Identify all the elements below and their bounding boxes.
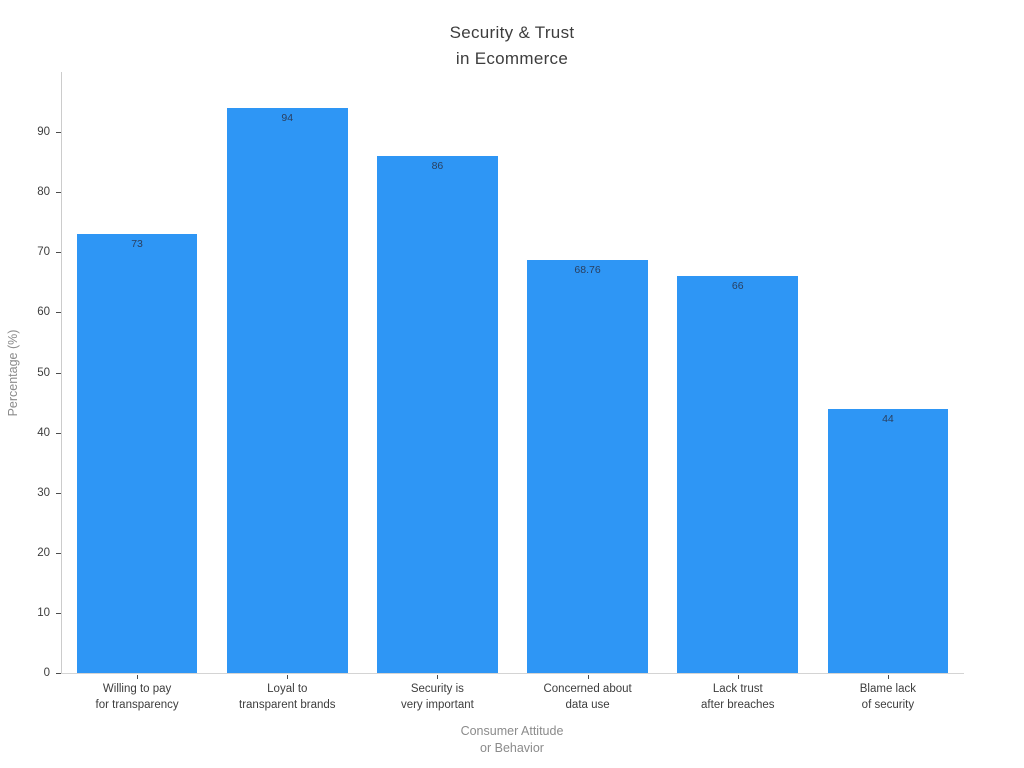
x-tick-label-line-1: Blame lack <box>859 683 917 695</box>
x-tick <box>137 675 139 679</box>
y-tick-label: 0 <box>43 667 50 679</box>
x-tick-label: Willing to pay for transparency <box>47 681 227 713</box>
x-tick-label-line-1: Security is <box>410 683 464 695</box>
x-tick-label: Security is very important <box>347 681 527 713</box>
x-axis-title: Consumer Attitude or Behavior <box>0 723 1024 757</box>
bar-value-label: 86 <box>431 160 444 173</box>
bar-value-label: 68.76 <box>574 263 601 276</box>
bar[interactable]: 44 <box>827 408 949 673</box>
y-tick <box>56 432 61 434</box>
y-tick-label: 60 <box>37 306 50 319</box>
x-axis-line <box>61 673 964 674</box>
y-tick <box>56 372 61 374</box>
x-tick <box>737 675 739 679</box>
x-tick-label-line-2: for transparency <box>95 699 179 711</box>
x-tick-label-line-1: Loyal to <box>267 683 308 695</box>
y-tick-label: 10 <box>37 606 50 619</box>
y-tick-label: 50 <box>37 366 50 379</box>
bar-value-label: 94 <box>281 112 294 125</box>
y-tick-label: 30 <box>37 486 50 499</box>
chart-title-line-1: Security & Trust <box>449 23 575 42</box>
x-tick <box>437 675 439 679</box>
x-tick-label-line-1: Willing to pay <box>102 683 172 695</box>
x-tick-label-line-2: transparent brands <box>239 699 336 711</box>
x-tick-label: Blame lack of security <box>798 681 978 713</box>
x-tick-label-line-2: very important <box>400 699 474 711</box>
y-tick <box>56 132 61 134</box>
y-tick <box>56 312 61 314</box>
x-axis-title-line-2: or Behavior <box>480 741 544 755</box>
y-tick-label: 70 <box>37 246 50 259</box>
chart-title: Security & Trust in Ecommerce <box>0 20 1024 72</box>
x-tick-label-line-2: data use <box>565 699 610 711</box>
y-tick-label: 90 <box>37 126 50 139</box>
x-tick-label: Concerned about data use <box>498 681 678 713</box>
x-tick-label-line-2: of security <box>861 699 915 711</box>
chart-title-line-2: in Ecommerce <box>455 49 569 68</box>
x-tick-label-line-2: after breaches <box>701 699 775 711</box>
x-tick-label: Lack trust after breaches <box>648 681 828 713</box>
y-tick <box>56 252 61 254</box>
plot-area: 73 Willing to pay for transparency 94 Loyal … <box>37 72 964 711</box>
x-tick-label-line-1: Concerned about <box>543 683 632 695</box>
y-tick-label: 20 <box>37 546 50 559</box>
y-tick <box>56 192 61 194</box>
x-tick-label-line-1: Lack trust <box>712 683 763 695</box>
bar[interactable]: 86 <box>377 156 498 673</box>
bar-value-label: 73 <box>131 238 143 251</box>
y-tick-label: 80 <box>37 186 50 199</box>
bar-value-label: 44 <box>882 412 894 425</box>
bar[interactable]: 94 <box>226 108 348 673</box>
x-tick <box>887 675 889 679</box>
bar[interactable]: 66 <box>677 276 799 673</box>
x-tick <box>587 675 589 679</box>
bar[interactable]: 73 <box>76 234 198 673</box>
y-tick <box>56 492 61 494</box>
x-tick <box>287 675 289 679</box>
x-tick-label: Loyal to transparent brands <box>197 681 377 713</box>
y-axis-line <box>61 72 62 674</box>
y-tick <box>56 552 61 554</box>
x-axis-title-line-1: Consumer Attitude <box>460 724 564 738</box>
y-tick <box>56 673 61 674</box>
y-tick-label: 40 <box>37 426 50 439</box>
bar-value-label: 66 <box>731 280 744 293</box>
y-tick <box>56 612 61 614</box>
bar[interactable]: 68.76 <box>527 259 648 673</box>
